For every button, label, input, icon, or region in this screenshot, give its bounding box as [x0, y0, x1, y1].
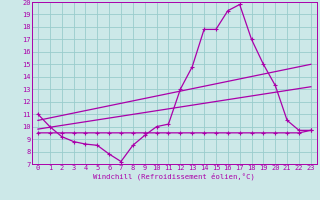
X-axis label: Windchill (Refroidissement éolien,°C): Windchill (Refroidissement éolien,°C)	[93, 173, 255, 180]
